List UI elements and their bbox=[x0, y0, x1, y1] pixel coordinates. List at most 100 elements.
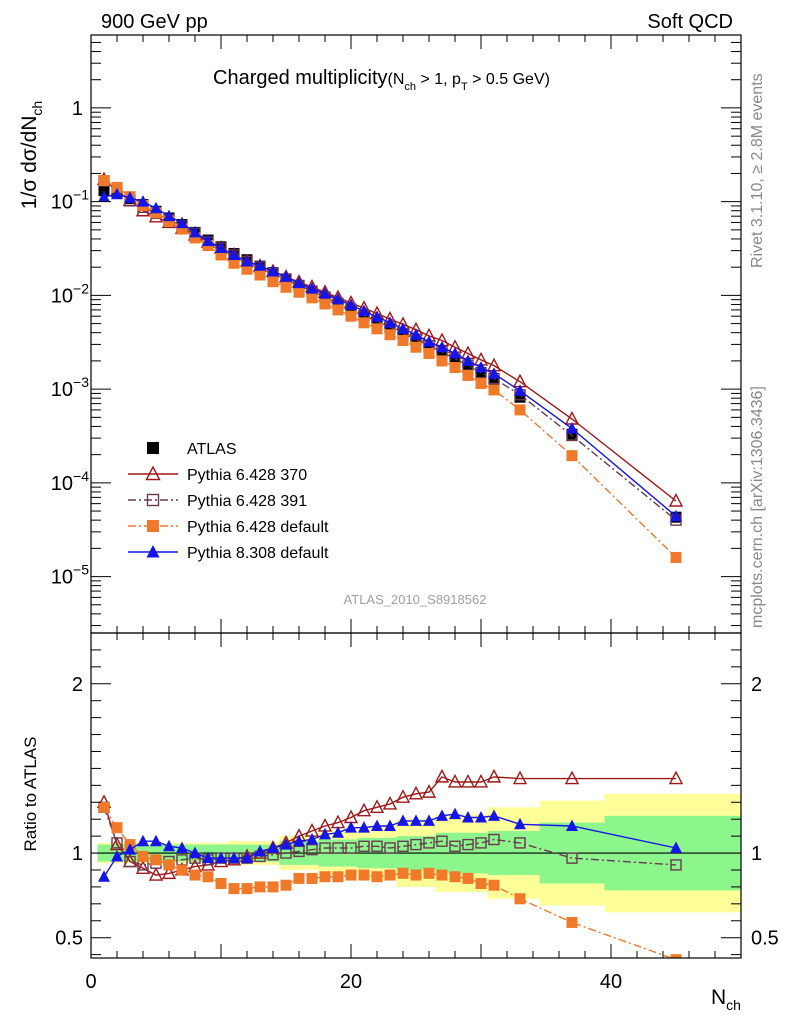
ratio-point-pythia-6-428-370-33 bbox=[512, 770, 528, 785]
ratio-point-pythia-6-428-391-23 bbox=[384, 842, 396, 854]
ratio-point-pythia-6-428-370-37 bbox=[564, 770, 580, 785]
ratio-point-pythia-6-428-391-3 bbox=[124, 855, 136, 868]
main-point-pythia-6-428-default-13 bbox=[254, 269, 266, 281]
rivet-version-label: Rivet 3.1.10, ≥ 2.8M events bbox=[749, 73, 766, 268]
main-point-atlas-20 bbox=[345, 304, 357, 316]
legend-entry-atlas: ATLAS bbox=[147, 441, 237, 458]
x-axis-label-main: N bbox=[711, 986, 726, 1009]
ratio-point-pythia-6-428-default-28 bbox=[449, 871, 461, 883]
plot-title: Charged multiplicity(Nch > 1, pT > 0.5 G… bbox=[213, 67, 550, 93]
main-point-pythia-6-428-default-18 bbox=[319, 298, 331, 310]
main-line-pythia-6-428-391 bbox=[103, 180, 677, 521]
y-axis-label: 1/σ dσ/dNch bbox=[18, 101, 45, 209]
main-point-pythia-8-308-default-11 bbox=[228, 248, 240, 260]
ratio-point-pythia-6-428-default-2 bbox=[111, 822, 123, 834]
ratio-point-pythia-8-308-default-24 bbox=[397, 814, 409, 826]
legend-marker-pythia-8-308-default bbox=[146, 545, 160, 558]
main-point-pythia-6-428-default-1 bbox=[98, 175, 110, 187]
y-tick-exp-4: −4 bbox=[73, 468, 89, 484]
analysis-watermark: ATLAS_2010_S8918562 bbox=[344, 592, 487, 607]
ratio-point-pythia-8-308-default-15 bbox=[280, 838, 292, 850]
title-condition-sub2: T bbox=[461, 81, 468, 93]
legend-label-pythia-8-308-default: Pythia 8.308 default bbox=[187, 545, 329, 562]
ratio-point-pythia-6-428-default-5 bbox=[150, 854, 162, 866]
x-axis-label-sub: ch bbox=[726, 997, 741, 1013]
ratio-point-pythia-6-428-391-2 bbox=[111, 837, 123, 849]
y-tick-label-4: 10−4 bbox=[51, 468, 89, 495]
ratio-point-pythia-8-308-default-7 bbox=[176, 841, 188, 853]
ratio-point-pythia-6-428-default-15 bbox=[280, 879, 292, 891]
ratio-point-pythia-6-428-391-21 bbox=[358, 840, 370, 852]
main-point-pythia-8-308-default-19 bbox=[332, 292, 344, 305]
ratio-point-pythia-6-428-default-13 bbox=[254, 881, 266, 893]
main-point-pythia-8-308-default-18 bbox=[319, 287, 331, 299]
ratio-series-pythia-8-308-default bbox=[98, 807, 682, 882]
y-axis-label-main: 1/σ dσ/dN bbox=[18, 116, 41, 210]
ratio-point-pythia-8-308-default-10 bbox=[215, 851, 227, 864]
ratio-point-pythia-6-428-default-21 bbox=[358, 869, 370, 881]
ratio-point-pythia-6-428-370-6 bbox=[161, 865, 177, 880]
main-point-pythia-8-308-default-14 bbox=[267, 264, 279, 277]
ratio-point-pythia-6-428-default-19 bbox=[332, 871, 344, 883]
legend-label-pythia-6-428-default: Pythia 6.428 default bbox=[187, 519, 329, 536]
legend-entry-pythia-6-428-370: Pythia 6.428 370 bbox=[128, 465, 307, 484]
ratio-point-pythia-8-308-default-23 bbox=[384, 819, 396, 831]
ratio-point-pythia-6-428-370-19 bbox=[330, 814, 346, 829]
main-point-pythia-6-428-default-10 bbox=[215, 249, 227, 261]
ratio-point-pythia-6-428-391-19 bbox=[332, 842, 344, 854]
ratio-line-pythia-6-428-391 bbox=[103, 807, 677, 866]
main-point-pythia-6-428-default-31 bbox=[488, 384, 500, 396]
ratio-point-pythia-6-428-391-24 bbox=[397, 840, 409, 852]
main-point-pythia-8-308-default-5 bbox=[150, 201, 162, 214]
ratio-point-pythia-6-428-370-5 bbox=[148, 867, 164, 881]
ratio-point-pythia-6-428-391-27 bbox=[436, 835, 448, 847]
ratio-point-pythia-6-428-default-31 bbox=[488, 879, 500, 891]
main-point-pythia-8-308-default-22 bbox=[371, 310, 383, 322]
main-point-pythia-8-308-default-12 bbox=[241, 254, 253, 267]
ratio-point-pythia-6-428-default-30 bbox=[475, 878, 487, 890]
main-point-pythia-6-428-default-22 bbox=[371, 323, 383, 335]
ratio-point-pythia-6-428-391-26 bbox=[423, 837, 435, 849]
ratio-point-pythia-6-428-370-29 bbox=[460, 773, 476, 788]
main-series-clip bbox=[96, 171, 684, 563]
main-point-atlas-31 bbox=[488, 376, 500, 388]
main-point-atlas-33 bbox=[514, 391, 526, 403]
ratio-point-pythia-8-308-default-6 bbox=[163, 839, 175, 852]
main-point-pythia-8-308-default-37 bbox=[566, 422, 578, 434]
legend-entry-pythia-6-428-391: Pythia 6.428 391 bbox=[128, 493, 307, 510]
ratio-point-pythia-6-428-default-17 bbox=[306, 872, 318, 884]
main-line-pythia-6-428-default bbox=[103, 179, 677, 558]
ratio-point-pythia-8-308-default-45 bbox=[670, 841, 682, 853]
main-point-pythia-6-428-default-7 bbox=[176, 223, 188, 235]
ratio-point-pythia-6-428-391-33 bbox=[514, 837, 526, 849]
x-tick-label-40: 40 bbox=[600, 971, 622, 993]
ratio-point-pythia-6-428-370-28 bbox=[447, 773, 463, 788]
ratio-line-pythia-8-308-default bbox=[103, 813, 677, 878]
y-tick-label-0: 1 bbox=[72, 98, 83, 120]
ratio-point-pythia-8-308-default-5 bbox=[150, 834, 162, 847]
ratio-point-pythia-8-308-default-22 bbox=[371, 819, 383, 831]
main-series-atlas bbox=[98, 185, 682, 523]
y-tick-label-2: 10−2 bbox=[51, 280, 89, 307]
main-point-pythia-8-308-default-25 bbox=[410, 328, 422, 340]
ratio-line-pythia-6-428-370 bbox=[103, 776, 676, 876]
ratio-point-pythia-8-308-default-26 bbox=[423, 814, 435, 826]
ratio-point-pythia-6-428-default-37 bbox=[566, 916, 578, 928]
main-point-pythia-8-308-default-27 bbox=[436, 340, 448, 353]
main-point-pythia-8-308-default-24 bbox=[397, 322, 409, 334]
title-condition-sub1: ch bbox=[404, 81, 416, 93]
ratio-point-pythia-8-308-default-18 bbox=[319, 827, 331, 840]
main-point-pythia-8-308-default-9 bbox=[202, 234, 214, 247]
ratio-point-pythia-8-308-default-16 bbox=[293, 834, 305, 847]
ratio-point-pythia-6-428-391-45 bbox=[670, 859, 682, 871]
ratio-uncertainty-bands bbox=[91, 793, 741, 913]
legend-entry-pythia-8-308-default: Pythia 8.308 default bbox=[128, 545, 329, 562]
y-tick-label-1: 10−1 bbox=[51, 187, 89, 214]
main-point-atlas-23 bbox=[384, 323, 396, 335]
ratio-point-pythia-6-428-default-33 bbox=[514, 893, 526, 905]
main-point-pythia-8-308-default-45 bbox=[670, 509, 682, 522]
main-point-pythia-8-308-default-31 bbox=[488, 367, 500, 379]
main-point-pythia-6-428-default-45 bbox=[670, 551, 682, 563]
main-point-pythia-8-308-default-33 bbox=[514, 384, 526, 396]
y-tick-exp-3: −3 bbox=[73, 374, 89, 390]
